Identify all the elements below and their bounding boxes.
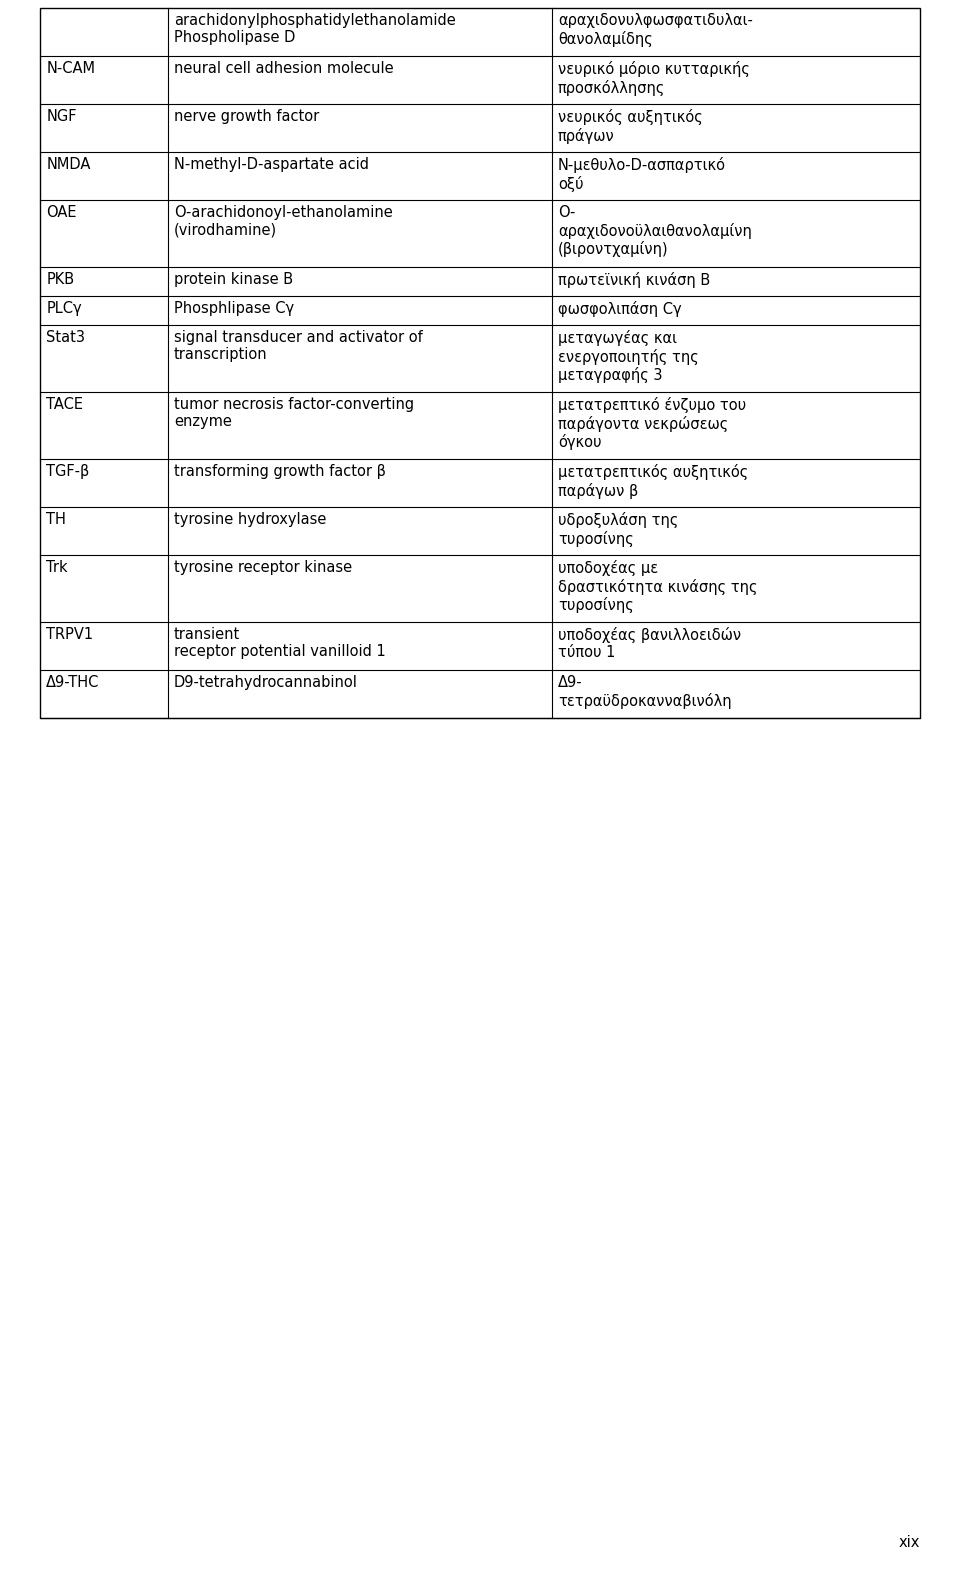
Text: N-μεθυλο-D-ασπαρτικό
οξύ: N-μεθυλο-D-ασπαρτικό οξύ	[558, 157, 726, 192]
Text: TGF-β: TGF-β	[46, 464, 89, 480]
Text: Trk: Trk	[46, 561, 68, 575]
Text: arachidonylphosphatidylethanolamide
Phospholipase D: arachidonylphosphatidylethanolamide Phos…	[174, 13, 456, 46]
Text: xix: xix	[899, 1536, 920, 1550]
Bar	[40, 8, 920, 718]
Text: Δ9-THC: Δ9-THC	[46, 675, 100, 691]
Text: nerve growth factor: nerve growth factor	[174, 110, 320, 124]
Text: TACE: TACE	[46, 397, 84, 411]
Text: NMDA: NMDA	[46, 157, 90, 172]
Text: νευρικός αυξητικός
πράγων: νευρικός αυξητικός πράγων	[558, 110, 703, 143]
Text: μετατρεπτικός αυξητικός
παράγων β: μετατρεπτικός αυξητικός παράγων β	[558, 464, 748, 499]
Text: N-CAM: N-CAM	[46, 60, 95, 76]
Text: πρωτεϊνική κινάση B: πρωτεϊνική κινάση B	[558, 272, 710, 287]
Text: transforming growth factor β: transforming growth factor β	[174, 464, 386, 480]
Text: neural cell adhesion molecule: neural cell adhesion molecule	[174, 60, 394, 76]
Text: PLCγ: PLCγ	[46, 302, 82, 316]
Text: signal transducer and activator of
transcription: signal transducer and activator of trans…	[174, 330, 422, 362]
Text: transient
receptor potential vanilloid 1: transient receptor potential vanilloid 1	[174, 627, 386, 659]
Text: υδροξυλάση της
τυροσίνης: υδροξυλάση της τυροσίνης	[558, 511, 679, 546]
Text: N-methyl-D-aspartate acid: N-methyl-D-aspartate acid	[174, 157, 369, 172]
Text: tyrosine receptor kinase: tyrosine receptor kinase	[174, 561, 352, 575]
Text: tyrosine hydroxylase: tyrosine hydroxylase	[174, 511, 326, 527]
Text: νευρικό μόριο κυτταρικής
προσκόλλησης: νευρικό μόριο κυτταρικής προσκόλλησης	[558, 60, 750, 95]
Text: μετατρεπτικό ένζυμο του
παράγοντα νεκρώσεως
όγκου: μετατρεπτικό ένζυμο του παράγοντα νεκρώσ…	[558, 397, 746, 451]
Text: υποδοχέας βανιλλοειδών
τύπου 1: υποδοχέας βανιλλοειδών τύπου 1	[558, 627, 741, 661]
Text: NGF: NGF	[46, 110, 77, 124]
Text: Δ9-
τετραϋδροκανναβινόλη: Δ9- τετραϋδροκανναβινόλη	[558, 675, 732, 708]
Text: OAE: OAE	[46, 205, 77, 221]
Text: tumor necrosis factor-converting
enzyme: tumor necrosis factor-converting enzyme	[174, 397, 414, 429]
Text: μεταγωγέας και
ενεργοποιητής της
μεταγραφής 3: μεταγωγέας και ενεργοποιητής της μεταγρα…	[558, 330, 699, 383]
Text: O-
αραχιδονοϋλαιθανολαμίνη
(βιροντχαμίνη): O- αραχιδονοϋλαιθανολαμίνη (βιροντχαμίνη…	[558, 205, 752, 257]
Text: D9-tetrahydrocannabinol: D9-tetrahydrocannabinol	[174, 675, 358, 691]
Text: Phosphlipase Cγ: Phosphlipase Cγ	[174, 302, 294, 316]
Text: TRPV1: TRPV1	[46, 627, 93, 642]
Text: υποδοχέας με
δραστικότητα κινάσης της
τυροσίνης: υποδοχέας με δραστικότητα κινάσης της τυ…	[558, 561, 757, 613]
Text: Stat3: Stat3	[46, 330, 85, 345]
Text: αραχιδονυλφωσφατιδυλαι-
θανολαμίδης: αραχιδονυλφωσφατιδυλαι- θανολαμίδης	[558, 13, 753, 46]
Text: PKB: PKB	[46, 272, 75, 287]
Text: O-arachidonoyl-ethanolamine
(virodhamine): O-arachidonoyl-ethanolamine (virodhamine…	[174, 205, 393, 237]
Text: φωσφολιπάση Cγ: φωσφολιπάση Cγ	[558, 302, 682, 318]
Text: protein kinase B: protein kinase B	[174, 272, 293, 287]
Text: TH: TH	[46, 511, 66, 527]
